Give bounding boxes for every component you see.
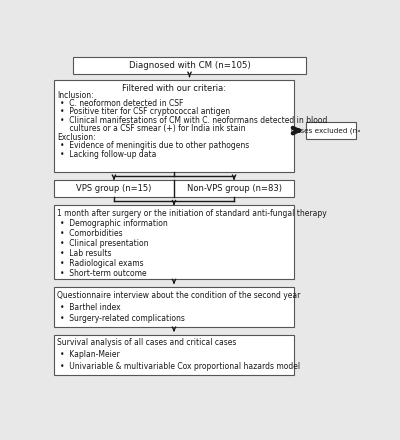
- Text: •  Univariable & multivariable Cox proportional hazards model: • Univariable & multivariable Cox propor…: [60, 362, 300, 371]
- Bar: [54, 334, 294, 375]
- Text: •  Short-term outcome: • Short-term outcome: [60, 268, 147, 278]
- Text: •  Radiological exams: • Radiological exams: [60, 259, 144, 268]
- Bar: [54, 180, 294, 197]
- Bar: [54, 287, 294, 327]
- Bar: [54, 205, 294, 279]
- Text: Exclusion:: Exclusion:: [57, 133, 96, 142]
- Text: Filtered with our criteria:: Filtered with our criteria:: [122, 84, 226, 92]
- Text: Questionnaire interview about the condition of the second year: Questionnaire interview about the condit…: [57, 291, 300, 300]
- Text: Diagnosed with CM (n=105): Diagnosed with CM (n=105): [129, 61, 250, 70]
- Text: •  C. neoformon detected in CSF: • C. neoformon detected in CSF: [60, 99, 184, 108]
- Text: •  Clinical manifestations of CM with C. neoformans detected in blood: • Clinical manifestations of CM with C. …: [60, 116, 328, 125]
- Text: •  Demographic information: • Demographic information: [60, 219, 168, 228]
- Text: •  Comorbidities: • Comorbidities: [60, 229, 123, 238]
- Text: •  Lacking follow-up data: • Lacking follow-up data: [60, 150, 156, 159]
- Text: •  Barthel index: • Barthel index: [60, 303, 121, 312]
- Text: Inclusion:: Inclusion:: [57, 91, 94, 99]
- Bar: [306, 122, 356, 139]
- Text: •  Clinical presentation: • Clinical presentation: [60, 239, 148, 248]
- Text: •  Lab results: • Lab results: [60, 249, 112, 258]
- Text: •  Evidence of meningitis due to other pathogens: • Evidence of meningitis due to other pa…: [60, 141, 249, 150]
- Bar: [73, 57, 306, 73]
- Text: •  Positive titer for CSF cryptococcal antigen: • Positive titer for CSF cryptococcal an…: [60, 107, 230, 117]
- Text: 1 month after surgery or the initiation of standard anti-fungal therapy: 1 month after surgery or the initiation …: [57, 209, 327, 218]
- Text: •  Surgery-related complications: • Surgery-related complications: [60, 314, 185, 323]
- Text: Survival analysis of all cases and critical cases: Survival analysis of all cases and criti…: [57, 338, 236, 348]
- Text: cultures or a CSF smear (+) for India ink stain: cultures or a CSF smear (+) for India in…: [60, 125, 246, 133]
- Bar: [54, 80, 294, 172]
- Text: •  Kaplan-Meier: • Kaplan-Meier: [60, 350, 120, 359]
- Text: Cases excluded (n=7): Cases excluded (n=7): [291, 127, 371, 134]
- Text: VPS group (n=15): VPS group (n=15): [76, 184, 152, 193]
- Text: Non-VPS group (n=83): Non-VPS group (n=83): [186, 184, 282, 193]
